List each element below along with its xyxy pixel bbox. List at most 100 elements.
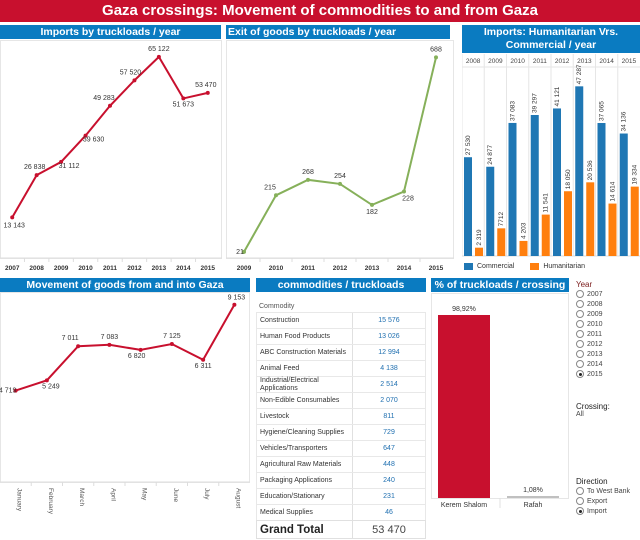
x-tick-label: 2010 <box>78 265 93 272</box>
year-header-label: 2015 <box>622 58 637 65</box>
commercial-bar <box>597 123 606 257</box>
x-tick-label: June <box>172 488 179 502</box>
radio-button-icon[interactable] <box>576 507 584 515</box>
humanitarian-bar <box>519 240 528 256</box>
direction-option-label: Export <box>587 497 608 505</box>
direction-option[interactable]: Import <box>576 506 640 516</box>
humanitarian-bar <box>608 203 617 256</box>
x-tick-label: 2014 <box>176 265 191 272</box>
data-label: 51 673 <box>173 101 195 108</box>
monthly-panel-header: Movement of goods from and into Gaza <box>0 278 250 292</box>
year-option[interactable]: 2009 <box>576 309 640 319</box>
radio-button-icon[interactable] <box>576 497 584 505</box>
data-label: 53 470 <box>195 82 217 89</box>
radio-button-icon[interactable] <box>576 350 584 358</box>
commercial-bar <box>464 157 472 256</box>
data-point <box>59 159 64 164</box>
direction-filter-title: Direction <box>576 477 608 486</box>
data-label: 6 311 <box>195 363 212 370</box>
x-tick-label: April <box>109 488 116 502</box>
monthly-line-chart: January February March April May June July Augu… <box>0 292 250 515</box>
year-option[interactable]: 2015 <box>576 369 640 379</box>
data-label: 182 <box>366 209 378 216</box>
data-point <box>156 54 161 59</box>
commodity-value: 2 514 <box>380 381 398 388</box>
bar-value-label: 14 614 <box>610 181 617 201</box>
commodity-name: Medical Supplies <box>257 505 353 520</box>
direction-option[interactable]: To West Bank <box>576 486 640 496</box>
radio-button-icon[interactable] <box>576 310 584 318</box>
bar-value-label: 2 319 <box>476 229 483 246</box>
data-label: 9 153 <box>228 295 246 302</box>
commodities-panel-header: commodities / truckloads <box>256 278 426 292</box>
commercial-swatch <box>464 263 473 270</box>
commodity-column-header: Commodity <box>259 303 295 310</box>
x-tick-label: 2010 <box>269 265 284 272</box>
radio-button-icon[interactable] <box>576 370 584 378</box>
table-row: Industrial/Electrical Applications 2 514 <box>256 376 426 392</box>
commercial-bar <box>575 86 584 256</box>
radio-button-icon[interactable] <box>576 360 584 368</box>
crossing-filter-value[interactable]: All <box>576 411 584 418</box>
radio-button-icon[interactable] <box>576 300 584 308</box>
plot-frame <box>226 40 454 259</box>
series-line <box>15 304 236 392</box>
year-option-label: 2011 <box>587 330 603 338</box>
commodity-value: 647 <box>383 445 395 452</box>
commodity-name: Industrial/Electrical Applications <box>257 377 353 392</box>
data-label: 7 083 <box>101 334 119 341</box>
radio-button-icon[interactable] <box>576 340 584 348</box>
commodity-value: 729 <box>383 429 395 436</box>
data-label: 254 <box>334 173 346 180</box>
table-row: Medical Supplies 46 <box>256 504 426 520</box>
radio-button-icon[interactable] <box>576 330 584 338</box>
year-header-label: 2012 <box>555 58 570 65</box>
hum-com-bar-chart: 2008 2009 2010 2011 2012 2013 2014 2015 27 530 24… <box>462 54 640 257</box>
year-option[interactable]: 2012 <box>576 339 640 349</box>
year-header-label: 2008 <box>466 58 481 65</box>
year-option[interactable]: 2014 <box>576 359 640 369</box>
year-option[interactable]: 2013 <box>576 349 640 359</box>
data-point <box>306 177 310 182</box>
data-point <box>242 249 246 254</box>
radio-button-icon[interactable] <box>576 290 584 298</box>
bar-value-label: 1,08% <box>523 487 543 494</box>
commodity-name: Non-Edible Consumables <box>257 393 353 408</box>
commodity-value: 811 <box>383 413 395 420</box>
data-point <box>108 103 112 108</box>
grand-total-value: 53 470 <box>372 524 406 536</box>
dashboard-title: Gaza crossings: Movement of commodities … <box>0 0 640 22</box>
x-tick-label: 2013 <box>365 265 380 272</box>
year-option-label: 2010 <box>587 320 603 328</box>
data-label: 215 <box>264 184 276 191</box>
commodity-value: 12 994 <box>378 349 400 356</box>
data-point <box>169 342 174 346</box>
year-header-label: 2009 <box>488 58 503 65</box>
commodities-table: Commodity Construction 15 576 Human Food P… <box>256 302 426 539</box>
x-tick-label: 2013 <box>152 265 167 272</box>
year-option-label: 2007 <box>587 290 603 298</box>
data-label: 7 125 <box>163 333 181 340</box>
year-option[interactable]: 2011 <box>576 329 640 339</box>
x-tick-label: 2009 <box>54 265 69 272</box>
year-option[interactable]: 2007 <box>576 289 640 299</box>
year-option[interactable]: 2010 <box>576 319 640 329</box>
table-row: Education/Stationary 231 <box>256 488 426 504</box>
humanitarian-bar <box>475 247 483 256</box>
legend-humanitarian: Humanitarian <box>543 263 585 270</box>
direction-option[interactable]: Export <box>576 496 640 506</box>
humanitarian-bar <box>564 191 572 256</box>
year-option-label: 2008 <box>587 300 603 308</box>
radio-button-icon[interactable] <box>576 320 584 328</box>
x-tick-label: 2008 <box>29 265 44 272</box>
table-row: Livestock 811 <box>256 408 426 424</box>
grand-total-label: Grand Total <box>257 521 353 538</box>
year-option-label: 2012 <box>587 340 603 348</box>
commodity-name: Agricultural Raw Materials <box>257 457 353 472</box>
data-point <box>83 133 88 138</box>
year-option[interactable]: 2008 <box>576 299 640 309</box>
commercial-bar <box>619 133 628 256</box>
data-point <box>434 55 438 60</box>
radio-button-icon[interactable] <box>576 487 584 495</box>
year-header-label: 2014 <box>599 58 614 65</box>
